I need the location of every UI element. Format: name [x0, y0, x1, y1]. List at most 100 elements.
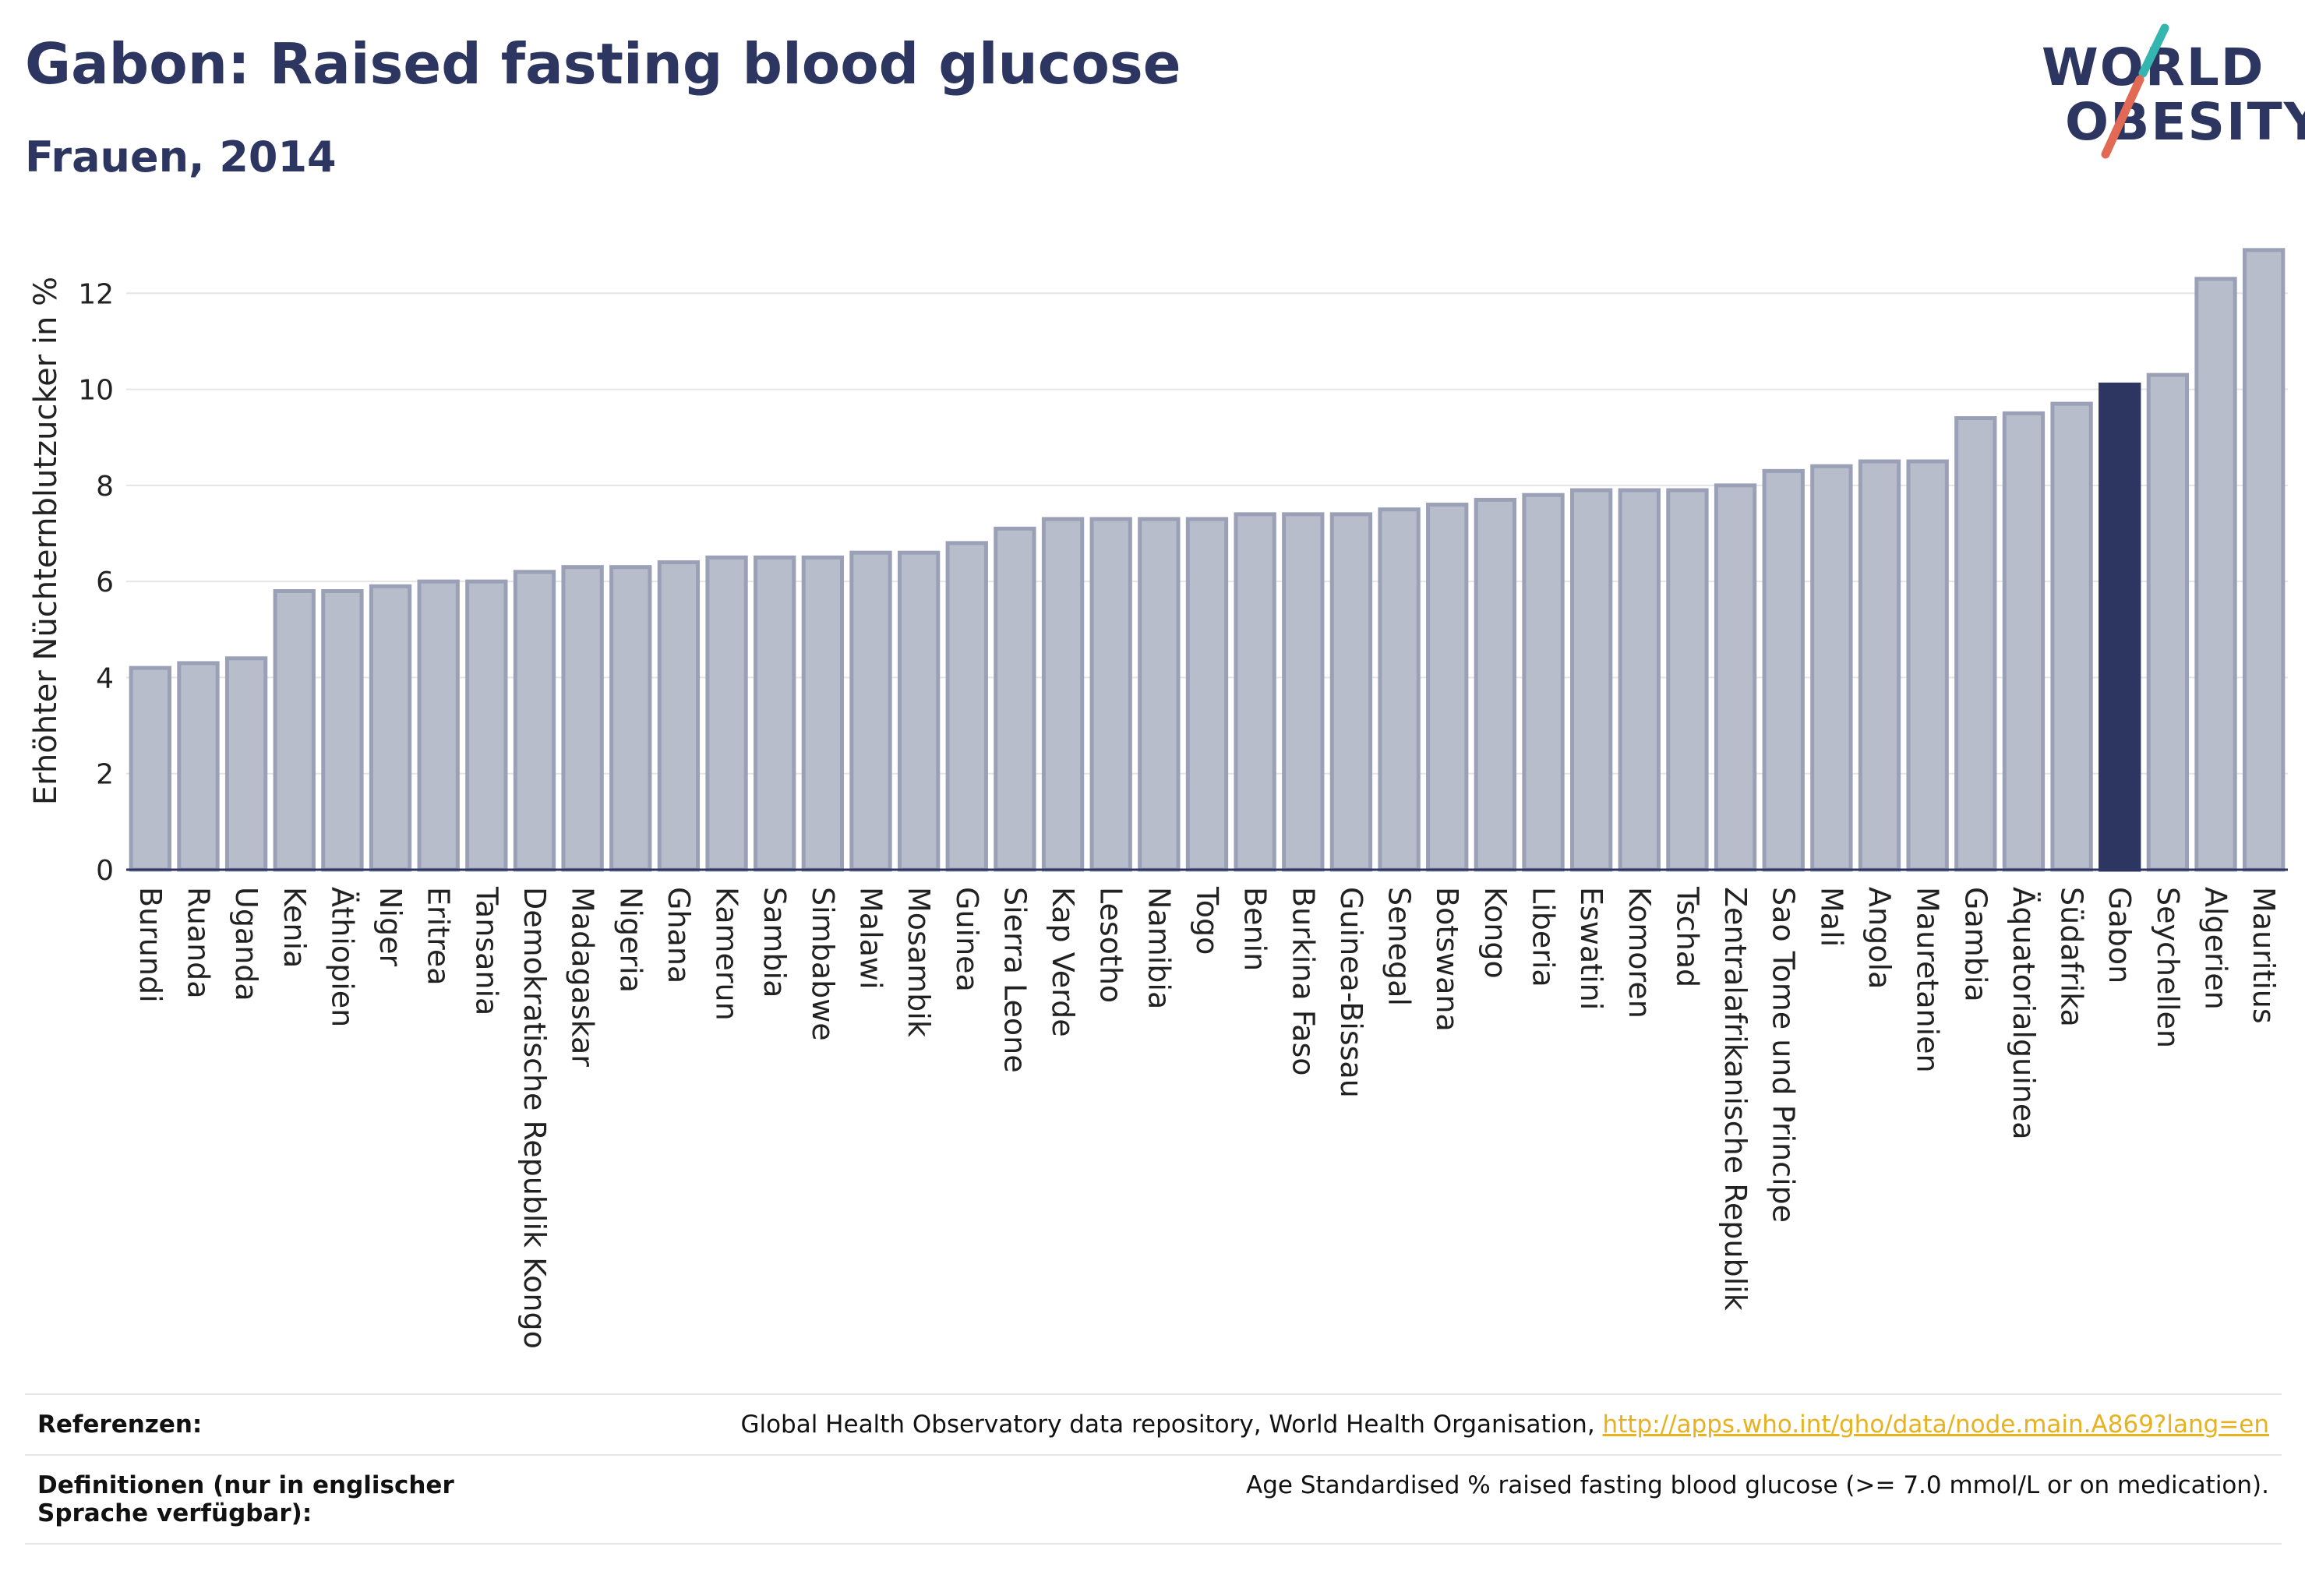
y-tick-label: 10: [78, 375, 114, 407]
x-tick-label: Seychellen: [2151, 887, 2185, 1048]
bar: [945, 541, 988, 872]
definitions-value: Age Standardised % raised fasting blood …: [580, 1454, 2282, 1545]
bar: [2243, 248, 2286, 872]
bar: [657, 560, 701, 872]
x-tick-label: Malawi: [853, 887, 888, 990]
x-tick-label: Kap Verde: [1046, 887, 1080, 1037]
bar: [1041, 517, 1085, 872]
bar-highlight: [2099, 382, 2141, 872]
bar-chart: 0 2 4 6 8 10 12 Burundi Ruanda Uganda Kenia Äthiop…: [28, 248, 2288, 1349]
bar: [705, 555, 748, 872]
bar: [1714, 483, 1757, 872]
bar: [561, 565, 604, 872]
x-tick-label: Uganda: [229, 887, 263, 1001]
bar: [1185, 517, 1229, 872]
x-tick-label: Äthiopien: [325, 887, 359, 1027]
x-tick-label: Lesotho: [1094, 887, 1128, 1003]
bar: [849, 550, 892, 872]
bar: [1426, 503, 1469, 872]
bar: [465, 579, 508, 872]
bar: [321, 588, 364, 872]
bar: [1474, 497, 1517, 872]
bar: [1282, 512, 1325, 872]
x-tick-label: Gabon: [2102, 887, 2137, 983]
y-tick-label: 4: [96, 662, 114, 694]
bar: [609, 565, 652, 872]
references-text: Global Health Observatory data repositor…: [740, 1411, 1603, 1439]
y-tick-labels: 0 2 4 6 8 10 12: [78, 278, 114, 887]
bar: [754, 555, 796, 872]
definitions-row: Definitionen (nur in englischer Sprache …: [25, 1454, 2282, 1545]
x-tick-label: Gambia: [1958, 887, 1993, 1002]
bar: [1762, 468, 1805, 872]
bar: [417, 579, 460, 872]
x-tick-label: Angola: [1862, 887, 1897, 989]
x-tick-label: Eritrea: [422, 887, 456, 986]
bar: [2050, 401, 2093, 872]
x-tick-label: Südafrika: [2055, 887, 2089, 1027]
x-tick-label: Burkina Faso: [1286, 887, 1320, 1076]
bar: [1858, 459, 1901, 872]
chart-subtitle: Frauen, 2014: [25, 132, 337, 182]
logo-slash-icon: [2101, 23, 2169, 159]
x-tick-label: Ruanda: [181, 887, 215, 999]
world-obesity-logo: WORLD OBESITY: [2034, 23, 2305, 164]
x-tick-label: Sao Tome und Principe: [1767, 887, 1801, 1223]
bar: [1522, 493, 1565, 872]
references-label: Referenzen:: [25, 1393, 580, 1456]
bar: [2002, 411, 2046, 872]
y-tick-label: 6: [96, 567, 114, 598]
x-tick-label: Nigeria: [613, 887, 648, 993]
bar: [1906, 459, 1949, 872]
x-tick-label: Sierra Leone: [997, 887, 1032, 1073]
x-tick-label: Äquatorialguinea: [2007, 887, 2041, 1140]
x-tick-label: Mauretanien: [1911, 887, 1945, 1073]
y-tick-label: 12: [78, 278, 114, 310]
x-tick-label: Simbabwe: [806, 887, 840, 1041]
x-tick-label: Burundi: [133, 887, 168, 1003]
bar: [2146, 373, 2190, 872]
x-tick-label: Madagaskar: [566, 887, 600, 1067]
x-tick-label: Tansania: [469, 886, 503, 1015]
bars: [126, 248, 2288, 872]
bar: [273, 588, 316, 872]
bar: [224, 656, 268, 872]
x-tick-label: Mali: [1814, 887, 1848, 947]
x-tick-label: Kamerun: [710, 887, 744, 1021]
x-tick-label: Demokratische Republik Kongo: [517, 887, 552, 1349]
bar: [1954, 416, 1997, 872]
x-tick-label: Niger: [373, 887, 408, 966]
bar: [994, 526, 1036, 872]
x-tick-label: Tschad: [1670, 886, 1704, 987]
bar: [1378, 507, 1421, 872]
x-tick-label: Algerien: [2199, 887, 2233, 1010]
bar: [369, 584, 412, 872]
x-tick-label: Namibia: [1142, 887, 1176, 1009]
bar: [1569, 488, 1613, 872]
references-row: Referenzen: Global Health Observatory da…: [25, 1393, 2282, 1456]
bar: [1089, 517, 1132, 872]
x-tick-label: Mauritius: [2247, 887, 2281, 1024]
x-tick-label: Liberia: [1527, 887, 1561, 987]
references-link[interactable]: http://apps.who.int/gho/data/node.main.A…: [1602, 1411, 2269, 1439]
bar: [1234, 512, 1276, 872]
bar: [897, 550, 941, 872]
y-axis-label: Erhöhter Nüchternblutzucker in %: [28, 277, 64, 805]
x-tick-label: Guinea-Bissau: [1334, 887, 1368, 1098]
references-table: Referenzen: Global Health Observatory da…: [25, 1393, 2282, 1545]
y-tick-label: 2: [96, 759, 114, 791]
y-tick-label: 0: [96, 855, 114, 887]
x-tick-label: Sambia: [757, 887, 792, 998]
bar: [1329, 512, 1373, 872]
bar: [801, 555, 845, 872]
x-tick-label: Kongo: [1478, 887, 1513, 979]
bar: [129, 666, 171, 872]
bar: [1138, 517, 1181, 872]
x-tick-labels: Burundi Ruanda Uganda Kenia Äthiopien Niger Er…: [133, 886, 2281, 1349]
x-tick-label: Komoren: [1622, 887, 1657, 1019]
x-tick-label: Zentralafrikanische Republik: [1718, 887, 1753, 1311]
bar: [513, 570, 556, 872]
x-tick-label: Senegal: [1382, 887, 1417, 1006]
x-tick-label: Mosambik: [902, 887, 936, 1037]
references-value: Global Health Observatory data repositor…: [580, 1393, 2282, 1456]
